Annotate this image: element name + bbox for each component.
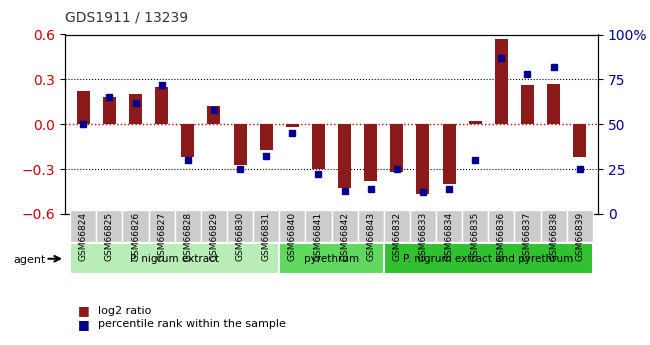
- FancyBboxPatch shape: [253, 210, 280, 241]
- Text: GSM66835: GSM66835: [471, 212, 480, 261]
- FancyBboxPatch shape: [332, 210, 358, 241]
- Bar: [338, 124, 351, 188]
- Text: GSM66825: GSM66825: [105, 212, 114, 261]
- Text: pyrethrum: pyrethrum: [304, 254, 359, 264]
- Bar: [181, 124, 194, 157]
- Text: GSM66829: GSM66829: [209, 212, 218, 261]
- FancyBboxPatch shape: [70, 210, 96, 241]
- FancyBboxPatch shape: [541, 210, 567, 241]
- Text: GSM66827: GSM66827: [157, 212, 166, 261]
- Text: GSM66836: GSM66836: [497, 212, 506, 261]
- Text: GSM66830: GSM66830: [235, 212, 244, 261]
- Bar: [312, 124, 325, 169]
- Bar: [495, 39, 508, 124]
- Text: GSM66837: GSM66837: [523, 212, 532, 261]
- Text: GSM66831: GSM66831: [262, 212, 270, 261]
- Text: GSM66841: GSM66841: [314, 212, 323, 261]
- Text: GSM66839: GSM66839: [575, 212, 584, 261]
- Bar: [103, 97, 116, 124]
- Bar: [364, 124, 377, 181]
- Bar: [547, 84, 560, 124]
- FancyBboxPatch shape: [227, 210, 253, 241]
- FancyBboxPatch shape: [384, 243, 593, 274]
- Bar: [573, 124, 586, 157]
- FancyBboxPatch shape: [306, 210, 332, 241]
- Bar: [521, 85, 534, 124]
- Text: P. nigrum extract and pyrethrum: P. nigrum extract and pyrethrum: [403, 254, 573, 264]
- Text: P. nigrum extract: P. nigrum extract: [130, 254, 219, 264]
- Bar: [443, 124, 456, 184]
- FancyBboxPatch shape: [488, 210, 514, 241]
- Bar: [390, 124, 404, 172]
- FancyBboxPatch shape: [149, 210, 175, 241]
- FancyBboxPatch shape: [358, 210, 384, 241]
- Text: log2 ratio: log2 ratio: [98, 306, 151, 315]
- Text: GDS1911 / 13239: GDS1911 / 13239: [65, 10, 188, 24]
- Bar: [259, 124, 273, 150]
- Text: GSM66834: GSM66834: [445, 212, 454, 261]
- FancyBboxPatch shape: [96, 210, 122, 241]
- FancyBboxPatch shape: [567, 210, 593, 241]
- Bar: [417, 124, 430, 195]
- Text: GSM66833: GSM66833: [419, 212, 428, 261]
- Text: GSM66842: GSM66842: [340, 212, 349, 261]
- Text: GSM66840: GSM66840: [288, 212, 297, 261]
- FancyBboxPatch shape: [462, 210, 488, 241]
- FancyBboxPatch shape: [280, 243, 384, 274]
- Text: GSM66838: GSM66838: [549, 212, 558, 261]
- Text: agent: agent: [13, 256, 46, 265]
- FancyBboxPatch shape: [436, 210, 462, 241]
- Text: GSM66843: GSM66843: [366, 212, 375, 261]
- FancyBboxPatch shape: [410, 210, 436, 241]
- FancyBboxPatch shape: [280, 210, 306, 241]
- FancyBboxPatch shape: [122, 210, 149, 241]
- FancyBboxPatch shape: [70, 243, 280, 274]
- Text: percentile rank within the sample: percentile rank within the sample: [98, 319, 285, 329]
- FancyBboxPatch shape: [175, 210, 201, 241]
- Text: ■: ■: [78, 318, 90, 331]
- FancyBboxPatch shape: [384, 210, 410, 241]
- Text: GSM66826: GSM66826: [131, 212, 140, 261]
- Text: GSM66832: GSM66832: [393, 212, 401, 261]
- Text: GSM66824: GSM66824: [79, 212, 88, 261]
- FancyBboxPatch shape: [514, 210, 541, 241]
- FancyBboxPatch shape: [201, 210, 227, 241]
- Bar: [155, 87, 168, 124]
- Bar: [129, 94, 142, 124]
- Text: GSM66828: GSM66828: [183, 212, 192, 261]
- Bar: [286, 124, 299, 127]
- Text: ■: ■: [78, 304, 90, 317]
- Bar: [77, 91, 90, 124]
- Bar: [469, 121, 482, 124]
- Bar: [207, 106, 220, 124]
- Bar: [233, 124, 246, 165]
